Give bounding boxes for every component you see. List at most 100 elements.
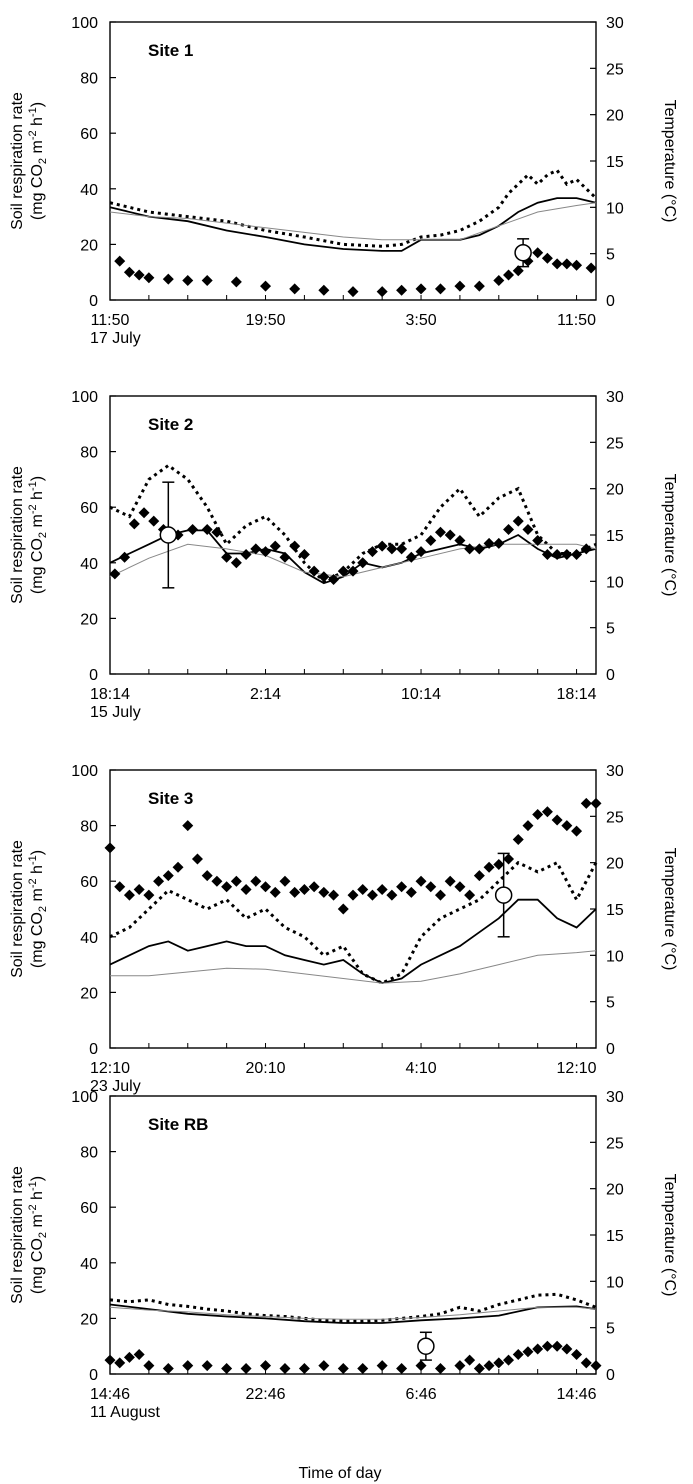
y-tick-label: 40 — [80, 182, 98, 199]
respiration-point — [522, 820, 534, 832]
respiration-point — [260, 1360, 272, 1372]
respiration-point — [318, 571, 330, 583]
y-axis-unit-part: -1 — [27, 107, 39, 117]
respiration-point — [415, 546, 427, 558]
y2-tick-label: 20 — [606, 1182, 624, 1199]
respiration-point — [376, 884, 388, 896]
x-tick-label: 12:10 — [90, 1060, 130, 1077]
respiration-point — [425, 535, 437, 547]
respiration-point — [483, 861, 495, 873]
y-tick-label: 80 — [80, 819, 98, 836]
respiration-point — [434, 1362, 446, 1374]
x-tick-label: 18:14 — [557, 686, 597, 703]
temp-series-dashed — [109, 1292, 597, 1323]
y2-tick-label: 10 — [606, 574, 624, 591]
x-tick-label: 10:14 — [401, 686, 441, 703]
y-axis-unit-part: h — [29, 865, 46, 878]
y2-tick-label: 20 — [606, 108, 624, 125]
x-tick-label: 20:10 — [245, 1060, 285, 1077]
respiration-point — [347, 286, 359, 298]
y-tick-label: 20 — [80, 611, 98, 628]
respiration-point — [483, 537, 495, 549]
respiration-point — [221, 881, 233, 893]
temp-series-solid — [109, 898, 597, 985]
respiration-point — [580, 543, 592, 555]
respiration-point — [279, 551, 291, 563]
y-tick-label: 40 — [80, 556, 98, 573]
y2-tick-label: 15 — [606, 528, 624, 545]
respiration-point — [109, 568, 121, 580]
respiration-point — [123, 1351, 135, 1363]
respiration-point — [454, 535, 466, 547]
respiration-point — [162, 1362, 174, 1374]
respiration-point — [454, 280, 466, 292]
x-tick-label: 11:50 — [91, 312, 130, 329]
respiration-point — [396, 543, 408, 555]
respiration-point — [551, 1340, 563, 1352]
respiration-point — [464, 1354, 476, 1366]
y-tick-label: 40 — [80, 930, 98, 947]
x-tick-label: 19:50 — [245, 312, 285, 329]
respiration-point — [104, 842, 116, 854]
respiration-point — [230, 557, 242, 569]
respiration-point — [289, 886, 301, 898]
respiration-point — [357, 884, 369, 896]
respiration-point — [386, 543, 398, 555]
y2-tick-label: 20 — [606, 856, 624, 873]
y-tick-label: 0 — [89, 1367, 98, 1384]
respiration-point — [289, 283, 301, 295]
respiration-point — [240, 548, 252, 560]
respiration-point — [308, 881, 320, 893]
respiration-point — [143, 889, 155, 901]
y2-tick-label: 30 — [606, 763, 624, 780]
respiration-point — [444, 529, 456, 541]
respiration-point — [454, 881, 466, 893]
respiration-point — [366, 546, 378, 558]
x-tick-label: 11:50 — [557, 312, 596, 329]
respiration-point — [133, 269, 145, 281]
respiration-point — [405, 886, 417, 898]
y2-tick-label: 15 — [606, 154, 624, 171]
respiration-point — [396, 1362, 408, 1374]
y-axis-unit-part: -1 — [27, 1181, 39, 1191]
y-axis-unit-part: ) — [29, 850, 46, 855]
y-axis-unit-part: -1 — [27, 855, 39, 865]
y2-tick-label: 5 — [606, 995, 615, 1012]
respiration-point — [376, 1360, 388, 1372]
y2-axis-label: Temperature (°C) — [661, 848, 678, 971]
respiration-point — [493, 275, 505, 287]
respiration-point — [434, 283, 446, 295]
respiration-point — [444, 875, 456, 887]
respiration-point — [483, 1360, 495, 1372]
y-axis-unit-part: -2 — [27, 130, 39, 140]
y-axis-unit-part: (mg CO — [29, 164, 46, 220]
y-axis-unit-part: h — [29, 491, 46, 504]
y-axis-label: Soil respiration rate — [9, 1166, 26, 1304]
respiration-point — [434, 526, 446, 538]
plot-frame — [109, 1095, 597, 1375]
respiration-point — [279, 1362, 291, 1374]
y2-tick-label: 30 — [606, 389, 624, 406]
y-axis-unit-part: h — [29, 117, 46, 130]
date-label: 23 July — [90, 1078, 141, 1095]
y-axis-unit-label: (mg CO2 m-2 h-1) — [27, 476, 49, 594]
respiration-point — [357, 557, 369, 569]
respiration-point — [114, 255, 126, 267]
respiration-point — [162, 870, 174, 882]
y-axis-unit-part: -1 — [27, 481, 39, 491]
respiration-point — [376, 286, 388, 298]
respiration-point — [250, 875, 262, 887]
respiration-point — [561, 1343, 573, 1355]
respiration-point — [318, 284, 330, 296]
respiration-point — [318, 886, 330, 898]
chart-panel-2: 0 20 40 60 80 100 0 5 10 15 20 25 30 18:14 2:14 10:14 18… — [9, 389, 678, 721]
y2-tick-label: 0 — [606, 293, 615, 310]
respiration-point — [289, 540, 301, 552]
respiration-point — [532, 808, 544, 820]
x-tick-label: 18:14 — [90, 686, 130, 703]
respiration-point — [260, 546, 272, 558]
respiration-point — [182, 275, 194, 287]
x-tick-label: 3:50 — [405, 312, 436, 329]
respiration-point — [512, 1349, 524, 1361]
